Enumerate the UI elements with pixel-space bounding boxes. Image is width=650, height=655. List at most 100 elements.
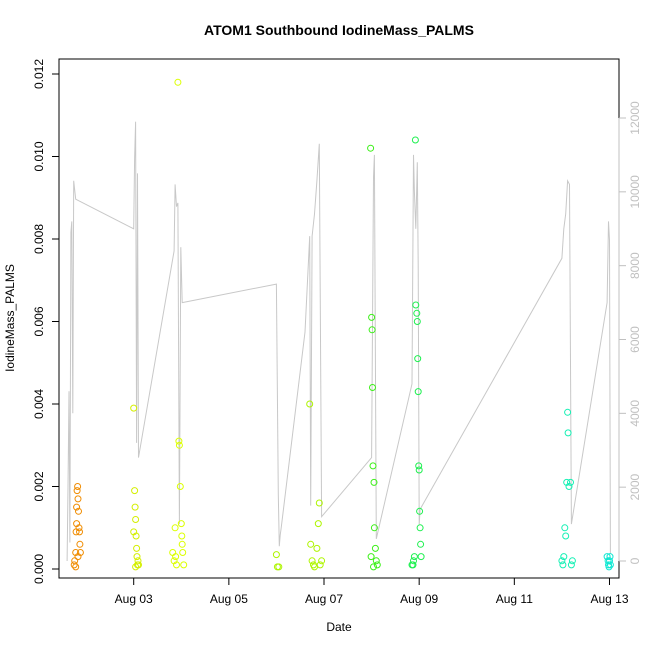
data-point bbox=[133, 544, 141, 552]
points-layer bbox=[70, 78, 614, 571]
data-point bbox=[606, 561, 614, 569]
data-point bbox=[564, 408, 572, 416]
data-point bbox=[314, 520, 322, 528]
chart-title: ATOM1 Southbound IodineMass_PALMS bbox=[204, 22, 474, 38]
data-point bbox=[416, 524, 424, 532]
secondary-line-layer bbox=[66, 121, 611, 562]
data-point bbox=[130, 404, 138, 412]
secondary-series-line bbox=[66, 121, 611, 562]
data-point bbox=[373, 561, 381, 569]
data-point bbox=[606, 553, 614, 561]
data-point bbox=[367, 553, 375, 561]
y-tick-label: 0.004 bbox=[32, 389, 46, 419]
plot-frame bbox=[58, 58, 620, 579]
data-point bbox=[415, 466, 423, 474]
data-point bbox=[76, 528, 83, 536]
data-point bbox=[368, 313, 376, 321]
data-point bbox=[315, 499, 323, 507]
data-point bbox=[369, 462, 377, 470]
data-point bbox=[175, 441, 183, 449]
y-tick-label: 0.000 bbox=[32, 554, 46, 584]
y-tick-label: 0.008 bbox=[32, 224, 46, 254]
data-point bbox=[130, 528, 138, 536]
data-point bbox=[70, 561, 78, 569]
y2-tick-label: 4000 bbox=[628, 400, 642, 427]
y2-tick-label: 12000 bbox=[628, 101, 642, 135]
data-point bbox=[415, 462, 423, 470]
data-point bbox=[417, 540, 425, 548]
data-point bbox=[562, 532, 570, 540]
data-point bbox=[316, 561, 324, 569]
data-point bbox=[372, 557, 380, 565]
x-tick-label: Aug 05 bbox=[210, 592, 248, 606]
data-point bbox=[368, 326, 376, 334]
data-point bbox=[414, 355, 422, 363]
x-tick-label: Aug 11 bbox=[496, 592, 533, 606]
data-point bbox=[174, 78, 182, 86]
data-point bbox=[606, 557, 613, 565]
y-tick-label: 0.010 bbox=[32, 141, 46, 171]
data-point bbox=[272, 551, 280, 559]
x-tick-label: Aug 07 bbox=[305, 592, 343, 606]
data-point bbox=[75, 524, 83, 532]
data-point bbox=[561, 524, 569, 532]
data-point bbox=[179, 549, 187, 556]
secondary-y-axis: 0 2000 4000 6000 8000 10000 12000 bbox=[618, 101, 642, 564]
data-point bbox=[306, 400, 314, 408]
data-point bbox=[131, 487, 139, 495]
data-point bbox=[175, 437, 183, 445]
y-tick-label: 0.006 bbox=[32, 306, 46, 336]
data-point bbox=[275, 563, 283, 571]
data-point bbox=[73, 503, 81, 511]
data-point bbox=[369, 384, 376, 391]
data-point bbox=[74, 495, 82, 503]
x-tick-label: Aug 13 bbox=[590, 592, 628, 606]
data-point bbox=[313, 544, 321, 552]
data-point bbox=[74, 483, 82, 490]
data-point bbox=[567, 478, 574, 486]
data-point bbox=[76, 540, 84, 548]
data-point bbox=[558, 557, 566, 565]
x-tick-label: Aug 09 bbox=[400, 592, 438, 606]
data-point bbox=[169, 549, 177, 556]
data-point bbox=[411, 136, 419, 144]
data-point bbox=[133, 553, 141, 561]
data-point bbox=[178, 540, 186, 548]
y2-tick-label: 6000 bbox=[628, 326, 642, 353]
y-axis: 0.000 0.002 0.004 0.006 0.008 0.010 0.012 bbox=[32, 59, 60, 584]
data-point bbox=[560, 553, 568, 561]
data-point bbox=[75, 507, 82, 515]
data-point bbox=[134, 557, 142, 565]
data-point bbox=[73, 487, 81, 495]
data-point bbox=[565, 483, 573, 490]
x-axis-label: Date bbox=[326, 620, 352, 634]
x-tick-label: Aug 03 bbox=[115, 592, 153, 606]
data-point bbox=[71, 557, 79, 565]
data-point bbox=[132, 563, 140, 571]
data-point bbox=[72, 563, 80, 571]
data-point bbox=[371, 544, 379, 552]
y-axis-label: IodineMass_PALMS bbox=[3, 264, 17, 372]
data-point bbox=[410, 557, 417, 565]
data-point bbox=[72, 549, 80, 556]
data-point bbox=[417, 553, 425, 561]
y2-tick-label: 8000 bbox=[628, 252, 642, 279]
data-point bbox=[413, 318, 421, 325]
data-point bbox=[412, 301, 420, 309]
data-point bbox=[173, 561, 180, 569]
data-point bbox=[172, 553, 180, 561]
data-point bbox=[132, 516, 140, 523]
y-tick-label: 0.002 bbox=[32, 471, 46, 501]
data-point bbox=[74, 553, 82, 561]
data-point bbox=[180, 561, 188, 569]
data-point bbox=[564, 429, 572, 437]
data-point bbox=[311, 563, 318, 571]
data-point bbox=[409, 561, 417, 569]
y2-tick-label: 2000 bbox=[628, 473, 642, 500]
data-point bbox=[370, 524, 378, 532]
data-point bbox=[410, 553, 418, 561]
data-point bbox=[568, 557, 576, 565]
y2-tick-label: 0 bbox=[628, 557, 642, 564]
data-point bbox=[367, 144, 375, 152]
